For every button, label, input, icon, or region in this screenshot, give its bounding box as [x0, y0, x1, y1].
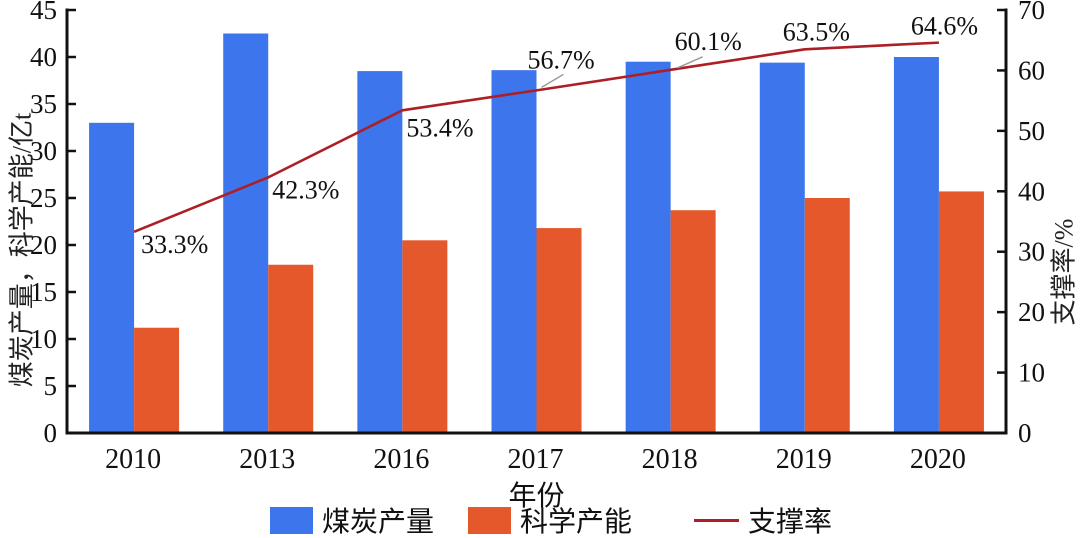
bar-scientific-capacity-2013 [268, 264, 314, 433]
bar-scientific-capacity-2019 [804, 198, 850, 433]
legend-label-coal-production: 煤炭产量 [322, 507, 435, 538]
right-axis-tick-label: 50 [1018, 116, 1045, 146]
bar-coal-production-2018 [625, 61, 671, 433]
left-axis-tick-label: 25 [30, 183, 57, 213]
left-axis-tick-label: 15 [30, 277, 57, 307]
right-axis-tick-label: 70 [1018, 0, 1045, 25]
x-axis-title: 年份 [508, 481, 565, 512]
left-axis-tick-label: 5 [44, 371, 58, 401]
bar-coal-production-2020 [893, 57, 939, 433]
right-axis-tick-label: 0 [1018, 418, 1032, 448]
support-rate-line [133, 41, 939, 233]
legend-item-scientific-capacity: 科学产能 [468, 500, 632, 538]
left-axis-tick-label: 40 [30, 42, 57, 72]
bar-coal-production-2010 [89, 122, 135, 434]
line-point-label-2018: 60.1% [675, 27, 742, 56]
left-axis-tick-label: 0 [44, 418, 58, 448]
right-axis-tick-label: 40 [1018, 176, 1045, 206]
x-axis-category-label: 2013 [239, 444, 295, 475]
bar-scientific-capacity-2016 [402, 240, 448, 433]
legend-swatch-scientific-capacity [468, 506, 512, 534]
x-axis-category-label: 2010 [105, 444, 161, 475]
x-axis-category-label: 2019 [776, 444, 832, 475]
line-point-label-2020: 64.6% [911, 12, 978, 41]
right-axis-tick-label: 10 [1018, 358, 1045, 388]
bar-scientific-capacity-2017 [536, 228, 582, 433]
bar-scientific-capacity-2010 [134, 327, 180, 433]
left-axis-tick-label: 30 [30, 136, 57, 166]
left-axis-tick-label: 45 [30, 0, 57, 25]
annotation-leader-line [677, 56, 703, 69]
bar-scientific-capacity-2020 [938, 191, 984, 433]
bar-coal-production-2017 [491, 70, 537, 433]
x-axis-category-label: 2020 [910, 444, 966, 475]
legend-item-support-rate: 支撑率 [694, 500, 832, 538]
line-point-label-2013: 42.3% [272, 175, 339, 204]
legend: 煤炭产量 科学产能 支撑率 [270, 504, 832, 538]
left-axis-tick-label: 10 [30, 324, 57, 354]
line-point-label-2016: 53.4% [406, 113, 473, 142]
line-point-label-2019: 63.5% [783, 17, 850, 46]
left-axis-tick-label: 35 [30, 89, 57, 119]
left-axis-tick-label: 20 [30, 230, 57, 260]
bar-coal-production-2016 [357, 71, 403, 433]
legend-item-coal-production: 煤炭产量 [270, 500, 434, 538]
right-axis-tick-label: 60 [1018, 55, 1045, 85]
legend-swatch-support-rate-line [694, 518, 740, 522]
x-axis-category-label: 2016 [373, 444, 429, 475]
annotation-leader-line [541, 73, 564, 88]
bar-coal-production-2019 [759, 62, 805, 433]
x-axis-category-label: 2018 [642, 444, 698, 475]
x-axis-category-label: 2017 [508, 444, 564, 475]
legend-label-support-rate: 支撑率 [748, 507, 833, 538]
line-point-label-2017: 56.7% [528, 45, 595, 74]
legend-swatch-coal-production [270, 506, 313, 534]
left-axis-title: 煤炭产量，科学产能/亿t [7, 112, 37, 388]
right-axis-tick-label: 20 [1018, 297, 1045, 327]
right-axis-tick-label: 30 [1018, 237, 1045, 267]
bar-scientific-capacity-2018 [670, 210, 716, 433]
right-axis-title: 支撑率/% [1049, 218, 1079, 326]
line-point-label-2010: 33.3% [141, 230, 208, 259]
legend-label-scientific-capacity: 科学产能 [520, 507, 633, 538]
bar-coal-production-2013 [223, 33, 269, 433]
